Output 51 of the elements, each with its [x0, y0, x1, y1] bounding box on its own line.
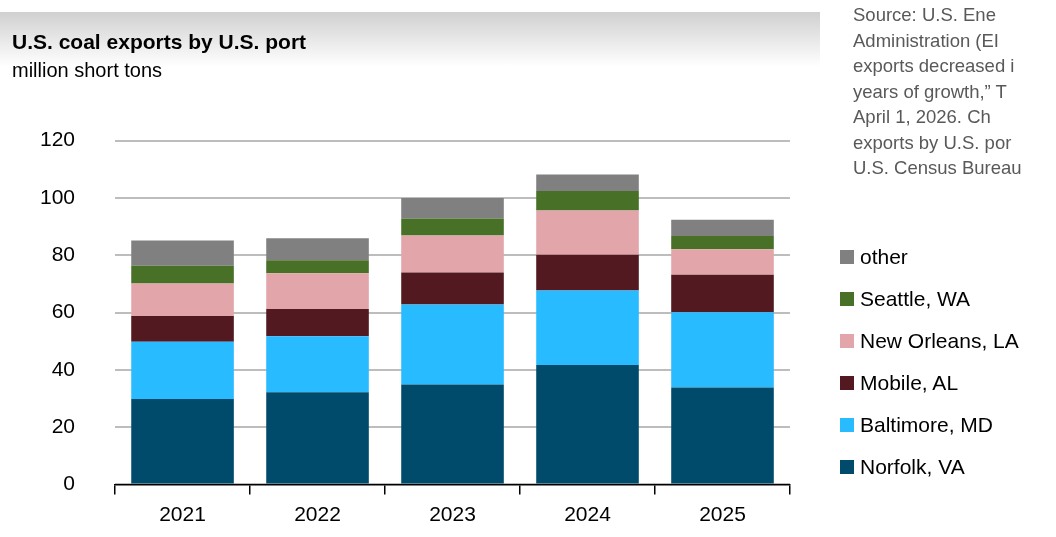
y-tick-label: 100	[39, 184, 76, 208]
y-tick-label: 120	[39, 127, 76, 151]
bar	[536, 174, 639, 192]
bar	[266, 260, 369, 274]
bar	[401, 304, 504, 385]
x-tick-label: 2022	[294, 501, 341, 525]
x-tick-label: 2023	[429, 501, 476, 525]
bar	[536, 191, 639, 211]
chart-subtitle: million short tons	[12, 59, 163, 82]
bar	[671, 387, 774, 484]
legend-label: New Orleans, LA	[860, 329, 1019, 353]
legend-label: Mobile, AL	[860, 371, 959, 395]
bar	[131, 341, 234, 400]
bar	[401, 235, 504, 273]
bar	[671, 236, 774, 250]
bar	[401, 218, 504, 236]
bar	[401, 197, 504, 219]
bar	[671, 249, 774, 275]
y-tick-label: 60	[51, 299, 76, 323]
bar	[536, 290, 639, 365]
legend-label: other	[860, 245, 908, 269]
y-tick-label: 80	[51, 242, 76, 265]
bar	[671, 219, 774, 237]
bar	[131, 240, 234, 266]
legend-label: Seattle, WA	[860, 287, 971, 311]
bar	[671, 274, 774, 313]
y-tick-label: 40	[51, 356, 76, 380]
source-note: Source: U.S. Ene Administration (EI exports decreased i years of growth,” T April 1, 2026. Ch exports by U.S. por U.S. Census Bureau	[853, 3, 1023, 180]
x-tick-label: 2021	[159, 501, 206, 525]
bar	[131, 315, 234, 342]
bar	[266, 273, 369, 310]
bar	[266, 309, 369, 337]
bar	[671, 312, 774, 388]
bar	[536, 254, 639, 291]
chart-title: U.S. coal exports by U.S. port	[12, 30, 307, 54]
bar	[401, 384, 504, 484]
bar	[266, 336, 369, 393]
bar	[131, 265, 234, 284]
x-tick-label: 2025	[699, 501, 746, 525]
bar	[131, 399, 234, 484]
bar	[131, 283, 234, 316]
y-tick-label: 20	[51, 413, 76, 437]
legend-label: Baltimore, MD	[860, 413, 994, 437]
bar	[536, 210, 639, 255]
bar	[536, 364, 639, 484]
bar	[266, 392, 369, 484]
bar	[266, 238, 369, 261]
bar	[401, 272, 504, 305]
legend-label: Norfolk, VA	[860, 455, 965, 479]
x-tick-label: 2024	[564, 501, 612, 525]
y-tick-label: 0	[63, 471, 76, 495]
